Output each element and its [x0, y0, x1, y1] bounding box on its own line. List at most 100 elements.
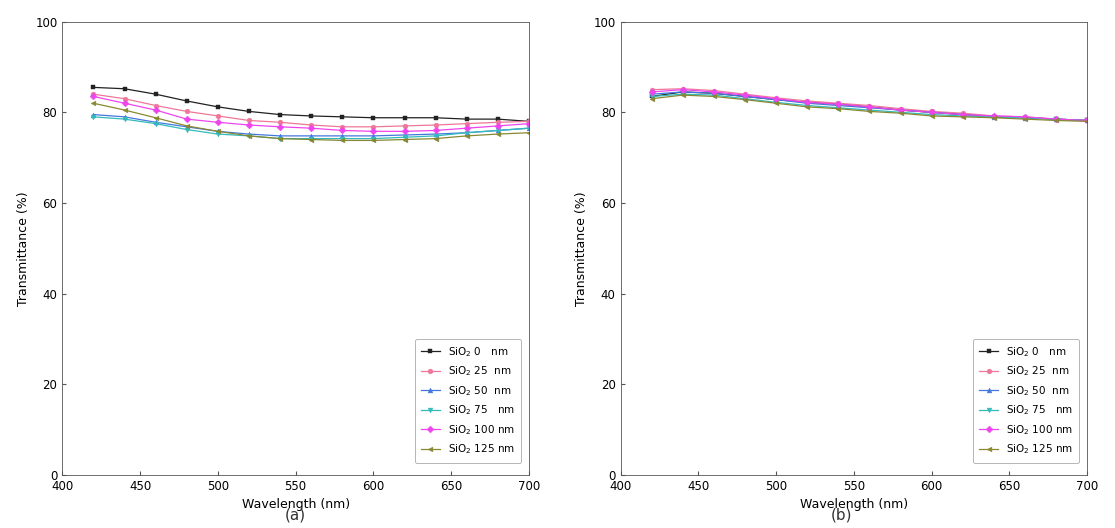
SiO$_2$ 100 nm: [336, 127, 349, 134]
SiO$_2$ 25  nm: [149, 102, 163, 109]
Y-axis label: Transmittance (%): Transmittance (%): [17, 191, 30, 306]
SiO$_2$ 50  nm: [894, 107, 908, 113]
X-axis label: Wavelength (nm): Wavelength (nm): [242, 498, 350, 511]
SiO$_2$ 100 nm: [769, 96, 783, 102]
SiO$_2$ 50  nm: [492, 127, 505, 134]
SiO$_2$ 25  nm: [304, 122, 318, 128]
SiO$_2$ 75   nm: [181, 126, 194, 133]
Line: SiO$_2$ 0   nm: SiO$_2$ 0 nm: [91, 85, 532, 124]
SiO$_2$ 125 nm: [522, 129, 535, 136]
SiO$_2$ 100 nm: [211, 119, 224, 126]
SiO$_2$ 25  nm: [273, 119, 287, 126]
SiO$_2$ 0   nm: [522, 118, 535, 125]
SiO$_2$ 100 nm: [149, 107, 163, 113]
SiO$_2$ 125 nm: [1018, 116, 1031, 122]
SiO$_2$ 25  nm: [894, 106, 908, 112]
SiO$_2$ 75   nm: [894, 109, 908, 116]
SiO$_2$ 25  nm: [1018, 114, 1031, 120]
SiO$_2$ 125 nm: [676, 92, 689, 98]
SiO$_2$ 0   nm: [832, 101, 845, 107]
SiO$_2$ 0   nm: [801, 99, 814, 106]
SiO$_2$ 75   nm: [707, 92, 720, 98]
SiO$_2$ 50  nm: [1049, 116, 1063, 122]
SiO$_2$ 0   nm: [304, 113, 318, 119]
SiO$_2$ 125 nm: [118, 107, 132, 113]
SiO$_2$ 75   nm: [956, 113, 969, 119]
SiO$_2$ 50  nm: [925, 109, 939, 116]
X-axis label: Wavelength (nm): Wavelength (nm): [799, 498, 908, 511]
SiO$_2$ 100 nm: [304, 125, 318, 131]
SiO$_2$ 100 nm: [832, 101, 845, 107]
SiO$_2$ 25  nm: [832, 100, 845, 107]
Line: SiO$_2$ 125 nm: SiO$_2$ 125 nm: [91, 101, 532, 143]
SiO$_2$ 25  nm: [1049, 116, 1063, 122]
SiO$_2$ 25  nm: [769, 95, 783, 101]
SiO$_2$ 125 nm: [242, 133, 255, 139]
SiO$_2$ 50  nm: [738, 93, 752, 100]
SiO$_2$ 75   nm: [118, 116, 132, 122]
SiO$_2$ 75   nm: [676, 91, 689, 97]
SiO$_2$ 0   nm: [211, 103, 224, 110]
SiO$_2$ 75   nm: [801, 102, 814, 109]
SiO$_2$ 125 nm: [460, 133, 474, 139]
SiO$_2$ 75   nm: [398, 134, 411, 140]
SiO$_2$ 100 nm: [707, 89, 720, 95]
SiO$_2$ 0   nm: [492, 116, 505, 122]
SiO$_2$ 50  nm: [304, 133, 318, 139]
Line: SiO$_2$ 75   nm: SiO$_2$ 75 nm: [649, 92, 1089, 123]
Text: (a): (a): [285, 508, 306, 523]
SiO$_2$ 0   nm: [336, 114, 349, 120]
SiO$_2$ 50  nm: [336, 133, 349, 139]
SiO$_2$ 25  nm: [676, 86, 689, 92]
SiO$_2$ 75   nm: [832, 105, 845, 111]
SiO$_2$ 0   nm: [644, 93, 658, 100]
SiO$_2$ 0   nm: [149, 91, 163, 97]
SiO$_2$ 100 nm: [429, 127, 443, 134]
SiO$_2$ 75   nm: [367, 136, 380, 142]
SiO$_2$ 50  nm: [644, 91, 658, 97]
SiO$_2$ 125 nm: [398, 136, 411, 143]
SiO$_2$ 100 nm: [273, 124, 287, 130]
Legend: SiO$_2$ 0   nm, SiO$_2$ 25  nm, SiO$_2$ 50  nm, SiO$_2$ 75   nm, SiO$_2$ 100 nm,: SiO$_2$ 0 nm, SiO$_2$ 25 nm, SiO$_2$ 50 …: [973, 339, 1079, 463]
SiO$_2$ 50  nm: [211, 128, 224, 135]
SiO$_2$ 125 nm: [367, 137, 380, 144]
SiO$_2$ 125 nm: [738, 97, 752, 103]
SiO$_2$ 125 nm: [832, 106, 845, 112]
Y-axis label: Transmittance (%): Transmittance (%): [575, 191, 588, 306]
SiO$_2$ 75   nm: [460, 129, 474, 136]
SiO$_2$ 125 nm: [273, 136, 287, 142]
SiO$_2$ 0   nm: [956, 111, 969, 118]
SiO$_2$ 100 nm: [181, 116, 194, 122]
SiO$_2$ 100 nm: [1018, 114, 1031, 120]
SiO$_2$ 75   nm: [429, 133, 443, 139]
SiO$_2$ 125 nm: [1049, 117, 1063, 124]
SiO$_2$ 50  nm: [118, 114, 132, 120]
SiO$_2$ 25  nm: [398, 122, 411, 129]
SiO$_2$ 50  nm: [1080, 117, 1094, 124]
SiO$_2$ 50  nm: [273, 133, 287, 139]
SiO$_2$ 75   nm: [492, 127, 505, 134]
SiO$_2$ 50  nm: [242, 131, 255, 137]
SiO$_2$ 25  nm: [492, 119, 505, 126]
SiO$_2$ 100 nm: [987, 113, 1000, 119]
SiO$_2$ 125 nm: [801, 103, 814, 110]
SiO$_2$ 25  nm: [118, 96, 132, 102]
SiO$_2$ 0   nm: [429, 115, 443, 121]
SiO$_2$ 50  nm: [676, 89, 689, 95]
Line: SiO$_2$ 0   nm: SiO$_2$ 0 nm: [649, 89, 1089, 123]
SiO$_2$ 100 nm: [644, 89, 658, 95]
Line: SiO$_2$ 100 nm: SiO$_2$ 100 nm: [649, 87, 1089, 123]
SiO$_2$ 75   nm: [738, 96, 752, 102]
SiO$_2$ 100 nm: [925, 109, 939, 116]
Line: SiO$_2$ 25  nm: SiO$_2$ 25 nm: [91, 92, 532, 129]
SiO$_2$ 50  nm: [832, 102, 845, 109]
SiO$_2$ 75   nm: [304, 136, 318, 142]
SiO$_2$ 100 nm: [367, 128, 380, 135]
SiO$_2$ 75   nm: [149, 120, 163, 127]
SiO$_2$ 25  nm: [242, 117, 255, 124]
SiO$_2$ 100 nm: [1080, 117, 1094, 124]
SiO$_2$ 25  nm: [987, 113, 1000, 119]
SiO$_2$ 125 nm: [336, 137, 349, 144]
SiO$_2$ 0   nm: [894, 107, 908, 113]
SiO$_2$ 125 nm: [707, 93, 720, 100]
